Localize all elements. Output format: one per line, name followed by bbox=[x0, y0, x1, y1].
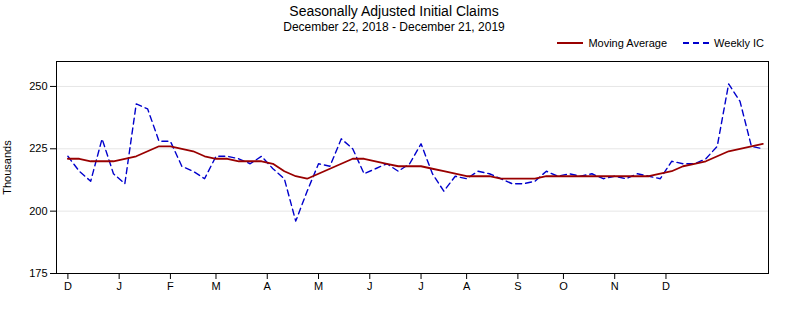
svg-text:J: J bbox=[367, 280, 373, 292]
svg-text:175: 175 bbox=[29, 267, 47, 279]
svg-text:N: N bbox=[611, 280, 619, 292]
svg-text:M: M bbox=[211, 280, 220, 292]
svg-text:A: A bbox=[463, 280, 471, 292]
svg-text:Thousands: Thousands bbox=[1, 140, 13, 195]
svg-text:M: M bbox=[314, 280, 323, 292]
svg-text:D: D bbox=[64, 280, 72, 292]
svg-text:250: 250 bbox=[29, 80, 47, 92]
svg-text:D: D bbox=[662, 280, 670, 292]
svg-text:S: S bbox=[514, 280, 521, 292]
svg-text:O: O bbox=[559, 280, 568, 292]
svg-text:J: J bbox=[418, 280, 424, 292]
svg-text:225: 225 bbox=[29, 142, 47, 154]
svg-text:200: 200 bbox=[29, 205, 47, 217]
html-text:Weekly IC: Weekly IC bbox=[714, 37, 764, 49]
svg-text:A: A bbox=[264, 280, 272, 292]
html-text:Moving Average: Moving Average bbox=[588, 37, 668, 49]
svg-text:J: J bbox=[116, 280, 122, 292]
html-text:December 22, 2018 - December 2: December 22, 2018 - December 21, 2019 bbox=[283, 20, 505, 34]
html-text:Seasonally Adjusted Initial Cl: Seasonally Adjusted Initial Claims bbox=[289, 3, 499, 19]
svg-text:F: F bbox=[167, 280, 174, 292]
